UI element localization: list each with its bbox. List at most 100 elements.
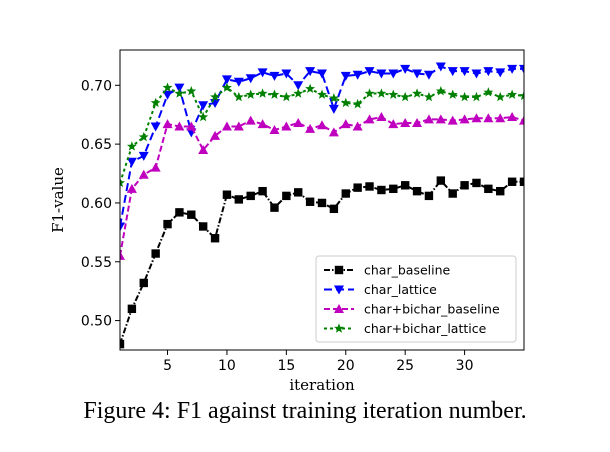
data-point-char-bichar-lattice [483,87,494,97]
data-point-char-lattice [293,81,304,91]
data-point-char-bichar-baseline [174,121,185,131]
legend-box [315,255,517,343]
data-point-char-baseline [210,234,220,243]
f1-line-chart: 5 10 15 20 25 30 0.50 0.55 0.60 0.65 0.70 iteration… [49,49,525,394]
data-point-char-bichar-lattice [198,111,209,122]
y-tick-label: 0.60 [81,196,112,212]
x-axis-title: iteration [289,376,355,394]
data-point-char-bichar-lattice [376,88,387,98]
x-tick-label: 10 [218,358,236,374]
data-point-char-bichar-lattice [340,97,351,108]
data-point-char-baseline [317,198,327,208]
y-tick-label: 0.55 [81,255,112,271]
data-point-char-bichar-lattice [281,91,292,102]
data-point-char-bichar-baseline [281,121,292,131]
data-point-char-baseline [127,304,137,314]
data-point-char-lattice [126,157,137,167]
data-point-char-bichar-baseline [126,183,137,193]
plot-area [120,62,524,349]
data-point-char-lattice [412,69,423,79]
data-point-char-baseline [507,177,517,186]
figure-caption: Figure 4: F1 against training iteration … [83,398,527,424]
legend-marker-char-baseline [334,265,344,275]
data-point-char-bichar-baseline [459,114,470,124]
data-point-char-bichar-baseline [233,121,244,131]
data-point-char-lattice [198,101,209,111]
data-point-char-lattice [447,67,458,77]
data-point-char-baseline [175,208,184,217]
data-point-char-baseline [460,181,469,190]
data-point-char-lattice [245,74,256,84]
data-point-char-baseline [270,203,279,212]
legend-marker-char-bichar-baseline [334,304,344,313]
data-point-char-bichar-lattice [120,177,125,188]
x-tick-label: 5 [163,358,172,374]
data-point-char-bichar-baseline [269,125,280,134]
data-point-char-lattice [519,64,524,74]
data-point-char-bichar-lattice [364,88,375,98]
data-point-char-bichar-lattice [126,141,137,151]
data-point-char-bichar-baseline [495,113,506,123]
data-point-char-bichar-baseline [186,121,197,131]
data-point-char-lattice [388,69,399,79]
legend-label-char-baseline: char_baseline [364,263,451,278]
data-point-char-baseline [198,222,208,231]
data-point-char-bichar-baseline [221,121,232,131]
data-point-char-baseline [341,189,350,198]
x-tick-label: 25 [396,358,414,374]
data-point-char-bichar-baseline [376,112,387,122]
data-point-char-lattice [495,68,506,78]
data-point-char-bichar-baseline [257,119,268,129]
data-point-char-baseline [120,339,125,349]
data-point-char-baseline [139,278,148,288]
data-point-char-baseline [353,183,362,192]
legend-label-char-bichar-lattice: char+bichar_lattice [364,321,487,336]
data-point-char-bichar-baseline [138,169,149,179]
axes: 5 10 15 20 25 30 0.50 0.55 0.60 0.65 0.70 iteration… [49,49,525,394]
data-point-char-baseline [282,191,291,201]
data-point-char-bichar-baseline [400,117,411,127]
plot-frame [119,49,525,351]
data-point-char-lattice [174,83,185,93]
data-point-char-lattice [340,71,351,81]
series-line-char-lattice [120,65,524,227]
data-point-char-bichar-lattice [424,91,434,102]
data-point-char-bichar-baseline [328,127,339,137]
data-point-char-bichar-baseline [340,119,351,129]
x-tick-label: 20 [337,358,355,374]
data-point-char-baseline [519,177,524,186]
x-tick-label: 30 [456,358,474,374]
data-point-char-lattice [162,90,173,100]
series-group [120,62,524,349]
series-line-char-bichar-lattice [120,86,524,184]
data-point-char-bichar-lattice [328,93,339,103]
data-point-char-baseline [400,181,410,190]
y-tick-label: 0.50 [81,314,112,330]
y-tick-label: 0.65 [81,137,112,153]
series-line-char-bichar-baseline [120,116,524,257]
data-point-char-baseline [424,191,434,201]
data-point-char-bichar-lattice [257,88,268,98]
data-point-char-bichar-lattice [435,85,446,96]
data-point-char-bichar-baseline [447,115,458,125]
data-point-char-bichar-baseline [293,117,304,127]
data-point-char-lattice [459,67,470,77]
data-point-char-lattice [317,69,327,79]
data-point-char-bichar-baseline [388,119,399,129]
x-tick-label: 15 [277,358,295,374]
legend-label-char-bichar-baseline: char+bichar_baseline [364,302,500,317]
data-point-char-baseline [305,197,315,206]
data-point-char-bichar-lattice [447,89,458,99]
data-point-char-bichar-baseline [352,121,363,131]
data-point-char-bichar-lattice [150,97,161,108]
data-point-char-bichar-lattice [388,89,399,99]
data-point-char-bichar-lattice [519,90,524,101]
data-point-char-bichar-lattice [495,91,506,102]
data-point-char-bichar-baseline [412,117,423,127]
data-point-char-bichar-lattice [305,83,316,94]
data-point-char-baseline [329,204,339,214]
data-point-char-bichar-lattice [400,91,411,102]
data-point-char-bichar-lattice [138,131,149,142]
data-point-char-lattice [507,64,518,74]
data-point-char-lattice [328,104,339,114]
